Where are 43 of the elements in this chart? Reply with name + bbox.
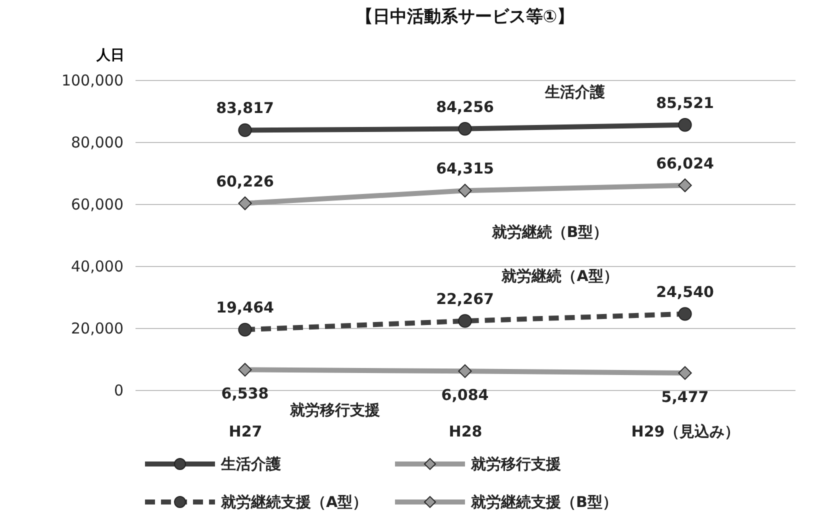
point — [458, 184, 472, 198]
legend-label: 就労継続支援（A型） — [220, 493, 368, 511]
data-label: 85,521 — [656, 94, 714, 112]
chart-title: 【日中活動系サービス等①】 — [356, 7, 574, 27]
data-label: 64,315 — [436, 160, 494, 178]
legend-label: 就労継続支援（B型） — [470, 493, 618, 511]
y-tick-label: 20,000 — [71, 320, 124, 338]
x-tick-label: H28 — [448, 422, 482, 440]
legend-label: 就労移行支援 — [470, 455, 561, 473]
y-tick-label: 40,000 — [71, 258, 124, 276]
point — [238, 123, 252, 137]
y-tick-label: 80,000 — [71, 134, 124, 152]
point — [458, 122, 472, 136]
y-tick-label: 60,000 — [71, 196, 124, 214]
data-label: 6,538 — [221, 384, 269, 403]
data-label: 6,084 — [441, 386, 489, 404]
data-label: 66,024 — [656, 154, 714, 172]
point — [678, 307, 692, 321]
point — [238, 362, 252, 377]
data-label: 22,267 — [436, 290, 494, 308]
point — [238, 322, 252, 336]
point — [678, 366, 692, 380]
y-tick-label: 100,000 — [61, 72, 124, 90]
point — [458, 314, 472, 328]
annotation: 就労継続（B型） — [490, 223, 608, 241]
y-axis-title: 人日 — [96, 48, 124, 64]
x-tick-label: H27 — [228, 422, 262, 440]
data-label: 83,817 — [216, 99, 274, 118]
point — [678, 178, 692, 192]
point — [678, 118, 692, 132]
annotation: 就労継続（A型） — [500, 267, 618, 285]
text: 就労移行支援 — [289, 401, 380, 419]
point — [458, 364, 472, 378]
data-label: 84,256 — [436, 98, 494, 116]
data-label: 19,464 — [216, 298, 274, 317]
annotation: 生活介護 — [544, 83, 605, 101]
data-label: 60,226 — [216, 172, 274, 190]
y-tick-label: 0 — [114, 382, 124, 400]
data-label: 5,477 — [661, 388, 709, 406]
x-tick-label: H29（見込み） — [631, 422, 740, 440]
data-label: 24,540 — [656, 282, 714, 301]
legend-label: 生活介護 — [220, 455, 281, 473]
point — [238, 196, 252, 210]
